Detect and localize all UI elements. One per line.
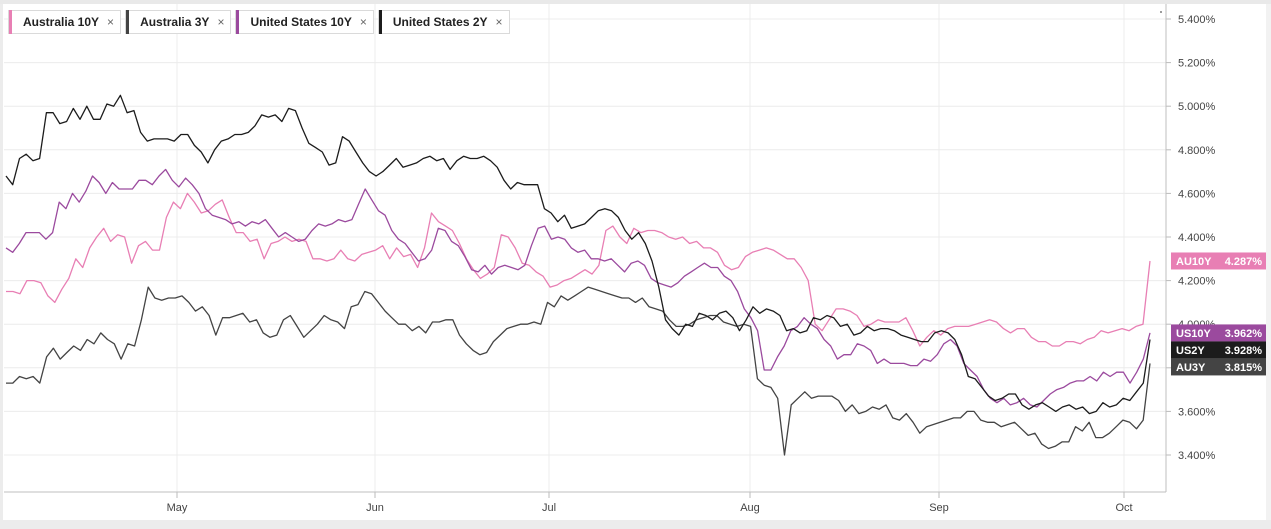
end-tag-background <box>1171 341 1266 359</box>
end-tag-value: 3.815% <box>1225 362 1263 374</box>
legend-label: United States 2Y <box>392 15 488 29</box>
x-tick-label: Sep <box>929 502 949 514</box>
legend-label: Australia 3Y <box>140 15 210 29</box>
end-tag-value: 4.287% <box>1225 256 1263 268</box>
close-icon[interactable]: × <box>495 15 503 29</box>
legend-label: Australia 10Y <box>23 15 100 29</box>
corner-dot <box>1160 11 1162 13</box>
end-tag-value: 3.962% <box>1225 328 1263 340</box>
left-border <box>0 4 3 529</box>
x-tick-label: May <box>167 502 188 514</box>
y-tick-label: 5.400% <box>1178 14 1216 26</box>
y-tick-label: 4.200% <box>1178 276 1216 288</box>
y-tick-label: 5.200% <box>1178 58 1216 70</box>
legend-swatch <box>9 10 12 34</box>
legend-item-australia-10y[interactable]: Australia 10Y × <box>8 10 122 34</box>
right-border <box>1266 4 1271 524</box>
end-tag-us2y: US2Y 3.928% <box>1171 341 1266 359</box>
y-tick-label: 4.400% <box>1178 232 1216 244</box>
x-tick-label: Aug <box>740 502 760 514</box>
end-tag-value: 3.928% <box>1225 345 1263 357</box>
x-tick-label: Jul <box>542 502 556 514</box>
legend-item-australia-3y[interactable]: Australia 3Y × <box>125 10 232 34</box>
end-tag-name: US2Y <box>1176 345 1205 357</box>
bottom-border <box>0 520 1271 529</box>
end-tag-name: AU3Y <box>1176 362 1206 374</box>
y-tick-label: 3.600% <box>1178 406 1216 418</box>
legend-swatch <box>236 10 240 34</box>
legend: Australia 10Y × Australia 3Y × United St… <box>8 10 514 36</box>
end-tag-us10y: US10Y 3.962% <box>1171 324 1266 342</box>
end-tag-name: AU10Y <box>1176 256 1212 268</box>
end-tag-background <box>1171 358 1266 376</box>
legend-swatch <box>378 10 382 34</box>
close-icon[interactable]: × <box>107 15 115 29</box>
x-tick-label: Oct <box>1115 502 1132 514</box>
close-icon[interactable]: × <box>217 15 225 29</box>
legend-item-united-states-10y[interactable]: United States 10Y × <box>235 10 374 34</box>
grid <box>4 4 1166 492</box>
legend-swatch <box>126 10 130 34</box>
legend-label: United States 10Y <box>250 15 352 29</box>
end-tag-background <box>1171 252 1266 270</box>
series-line-us10y <box>5 168 1151 408</box>
y-tick-label: 4.800% <box>1178 145 1216 157</box>
series-lines <box>5 94 1151 456</box>
series-line-au3y <box>6 286 1151 456</box>
series-line-au10y <box>6 192 1151 347</box>
end-tag-au3y: AU3Y 3.815% <box>1171 358 1266 376</box>
end-value-tags: AU10Y 4.287% US10Y 3.962% US2Y 3.928% AU3Y 3.81… <box>1171 252 1266 376</box>
top-border <box>0 0 1271 4</box>
legend-item-united-states-2y[interactable]: United States 2Y × <box>377 10 510 34</box>
close-icon[interactable]: × <box>359 15 367 29</box>
end-tag-background <box>1171 324 1266 342</box>
end-tag-au10y: AU10Y 4.287% <box>1171 252 1266 270</box>
series-line-us2y <box>5 94 1151 415</box>
x-tick-label: Jun <box>366 502 384 514</box>
y-tick-label: 4.600% <box>1178 188 1216 200</box>
y-tick-label: 3.400% <box>1178 450 1216 462</box>
end-tag-name: US10Y <box>1176 328 1212 340</box>
y-tick-label: 5.000% <box>1178 101 1216 113</box>
